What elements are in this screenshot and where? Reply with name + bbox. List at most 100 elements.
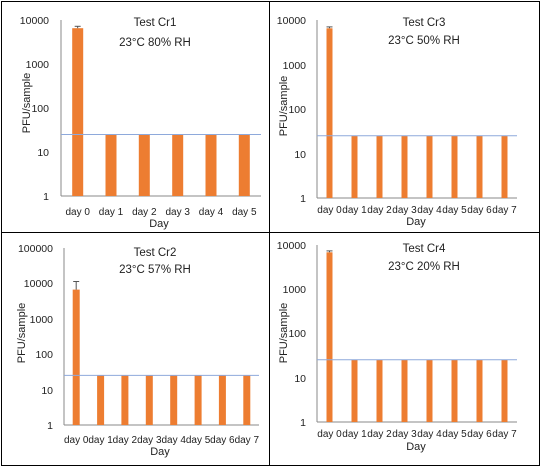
x-tick-label: day 3 (137, 435, 162, 446)
x-tick-label: day 3 (392, 429, 417, 440)
bar-day-1 (351, 359, 358, 422)
bar-day-4 (426, 359, 433, 422)
error-bar (326, 26, 333, 29)
bar-day-0 (326, 28, 333, 198)
bar-day-6 (476, 359, 483, 422)
chart-title: Test Cr3 (403, 17, 446, 29)
bar-day-4 (205, 134, 217, 196)
x-tick-label: day 6 (210, 435, 235, 446)
x-tick-label: day 5 (232, 207, 257, 218)
y-tick-label: 1000 (283, 60, 307, 72)
bar-day-2 (138, 134, 150, 196)
bar-day-1 (105, 134, 117, 196)
y-axis-label: PFU/sample (21, 73, 33, 134)
x-tick-label: day 1 (342, 205, 367, 216)
error-bar (326, 250, 333, 253)
y-tick-label: 1000 (26, 59, 50, 71)
x-tick-label: day 7 (492, 205, 517, 216)
bar-day-2 (376, 135, 383, 198)
x-axis-label: Day (149, 218, 169, 230)
x-tick-label: day 0 (65, 207, 90, 218)
bar-day-5 (451, 135, 458, 198)
bar-day-1 (97, 375, 105, 425)
y-tick-label: 10 (294, 149, 306, 161)
bar-day-1 (351, 135, 358, 198)
chart-panel-cr1: Test Cr1 23°C 80% RH PFU/sample Day 1 10… (20, 15, 261, 230)
chart-panel-cr2: Test Cr2 23°C 57% RH PFU/sample Day 1 10… (16, 243, 259, 458)
y-tick-label: 1 (47, 420, 53, 432)
x-tick-label: day 2 (113, 435, 138, 446)
y-tick-label: 100 (31, 103, 49, 115)
x-tick-label: day 4 (199, 207, 224, 218)
x-tick-label: day 0 (317, 429, 342, 440)
x-tick-label: day 3 (392, 205, 417, 216)
bars (72, 28, 250, 197)
y-axis-label: PFU/sample (278, 76, 290, 137)
error-bar (73, 281, 80, 290)
y-tick-label: 1 (300, 193, 306, 205)
x-tick-label: day 4 (417, 429, 442, 440)
y-axis-label: PFU/sample (16, 303, 28, 364)
y-tick-label: 10 (37, 147, 49, 159)
chart-panel-cr4: Test Cr4 23°C 20% RH PFU/sample Day 1 10… (277, 240, 517, 453)
x-tick-label: day 1 (88, 435, 113, 446)
bar-day-7 (501, 135, 508, 198)
x-tick-label: day 1 (342, 429, 367, 440)
bar-day-0 (72, 289, 80, 425)
bar-day-3 (401, 359, 408, 422)
y-tick-label: 10000 (277, 240, 306, 252)
bar-day-6 (476, 135, 483, 198)
y-tick-label: 100 (288, 104, 306, 116)
bar-day-7 (243, 375, 251, 425)
y-tick-label: 1000 (283, 284, 307, 296)
x-tick-label: day 0 (64, 435, 89, 446)
bar-day-5 (238, 134, 250, 196)
x-tick-label: day 7 (235, 435, 260, 446)
y-tick-label: 1 (43, 191, 49, 203)
bar-day-4 (170, 375, 178, 425)
bar-day-3 (401, 135, 408, 198)
bars (326, 252, 508, 422)
bar-day-2 (121, 375, 129, 425)
bar-day-5 (194, 375, 202, 425)
y-tick-label: 10 (294, 373, 306, 385)
x-tick-label: day 2 (367, 205, 392, 216)
bars (72, 289, 251, 425)
x-tick-label: day 7 (492, 429, 517, 440)
x-tick-label: day 6 (467, 205, 492, 216)
x-tick-label: day 5 (442, 429, 467, 440)
x-axis-label: Day (406, 216, 426, 228)
chart-title: Test Cr1 (134, 17, 177, 29)
chart-subtitle: 23°C 57% RH (119, 264, 191, 276)
panel-border-cr4 (269, 232, 540, 466)
x-tick-label: day 5 (442, 205, 467, 216)
y-axis-label: PFU/sample (278, 303, 290, 364)
x-tick-labels: day 0 day 1 day 2 day 3 day 4 day 5 (65, 207, 257, 218)
error-bar (74, 25, 81, 29)
x-tick-labels: day 0 day 1 day 2 day 3 day 4 day 5 day … (317, 429, 517, 440)
bar-day-0 (72, 28, 84, 197)
chart-subtitle: 23°C 50% RH (388, 35, 460, 47)
bar-day-4 (426, 135, 433, 198)
y-tick-label: 100000 (18, 243, 53, 255)
x-tick-label: day 2 (132, 207, 157, 218)
bar-day-2 (376, 359, 383, 422)
x-tick-label: day 1 (99, 207, 124, 218)
bar-day-3 (172, 134, 184, 196)
bar-day-0 (326, 252, 333, 422)
chart-subtitle: 23°C 20% RH (388, 261, 460, 273)
y-tick-label: 10000 (24, 278, 53, 290)
y-tick-label: 10000 (20, 15, 49, 27)
bar-day-7 (501, 359, 508, 422)
x-tick-label: day 0 (317, 205, 342, 216)
x-tick-label: day 4 (161, 435, 186, 446)
bar-day-3 (145, 375, 153, 425)
x-tick-label: day 5 (186, 435, 211, 446)
x-axis-label: Day (406, 441, 426, 453)
y-tick-label: 100 (35, 349, 53, 361)
chart-subtitle: 23°C 80% RH (119, 37, 191, 49)
x-tick-labels: day 0 day 1 day 2 day 3 day 4 day 5 day … (64, 435, 260, 446)
x-tick-label: day 6 (467, 429, 492, 440)
